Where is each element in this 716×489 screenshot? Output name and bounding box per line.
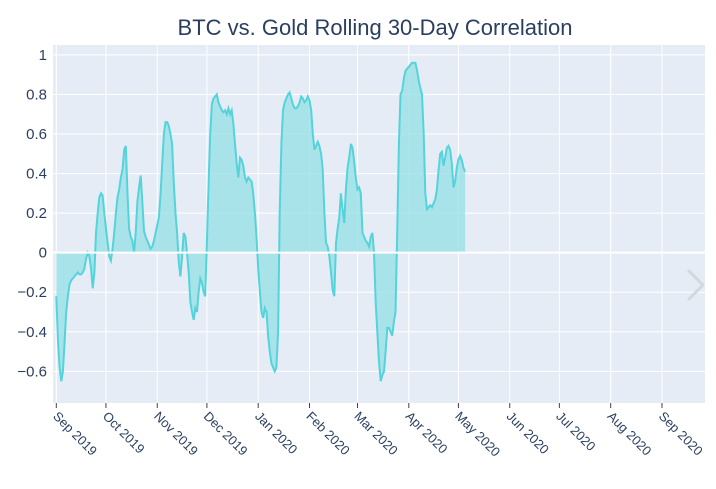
y-tick-label: 1: [39, 47, 47, 64]
x-tick-label: Aug 2020: [605, 409, 655, 459]
chart-title: BTC vs. Gold Rolling 30-Day Correlation: [178, 15, 573, 40]
y-tick-label: −0.4: [17, 324, 47, 341]
x-tick-label: Dec 2019: [201, 409, 251, 459]
x-tick-label: Apr 2020: [403, 409, 451, 457]
y-tick-label: 0.4: [26, 166, 47, 183]
correlation-area: [56, 62, 466, 382]
x-tick-label: May 2020: [452, 409, 503, 460]
x-tick-label: Feb 2020: [303, 409, 352, 458]
y-tick-label: −0.6: [17, 363, 47, 380]
correlation-line: [55, 61, 467, 382]
x-tick-label: Jul 2020: [553, 409, 598, 454]
y-tick-label: −0.2: [17, 284, 47, 301]
chevron-right-icon[interactable]: [684, 268, 708, 302]
x-tick-label: Sep 2019: [50, 409, 100, 459]
y-axis: 1 0.8 0.6 0.4 0.2 0 −0.2 −0.4 −0.6: [17, 47, 47, 380]
x-tick-label: Jan 2020: [252, 409, 300, 457]
x-tick-label: Jun 2020: [504, 409, 552, 457]
x-axis: Sep 2019 Oct 2019 Nov 2019 Dec 2019 Jan 2020…: [50, 403, 706, 459]
y-tick-label: 0.2: [26, 205, 47, 222]
y-tick-label: 0.6: [26, 126, 47, 143]
y-tick-label: 0.8: [26, 86, 47, 103]
x-tick-label: Sep 2020: [656, 409, 706, 459]
x-tick-label: Nov 2019: [151, 409, 201, 459]
x-tick-label: Oct 2019: [100, 409, 148, 457]
x-tick-label: Mar 2020: [351, 409, 400, 458]
y-tick-label: 0: [39, 245, 47, 262]
